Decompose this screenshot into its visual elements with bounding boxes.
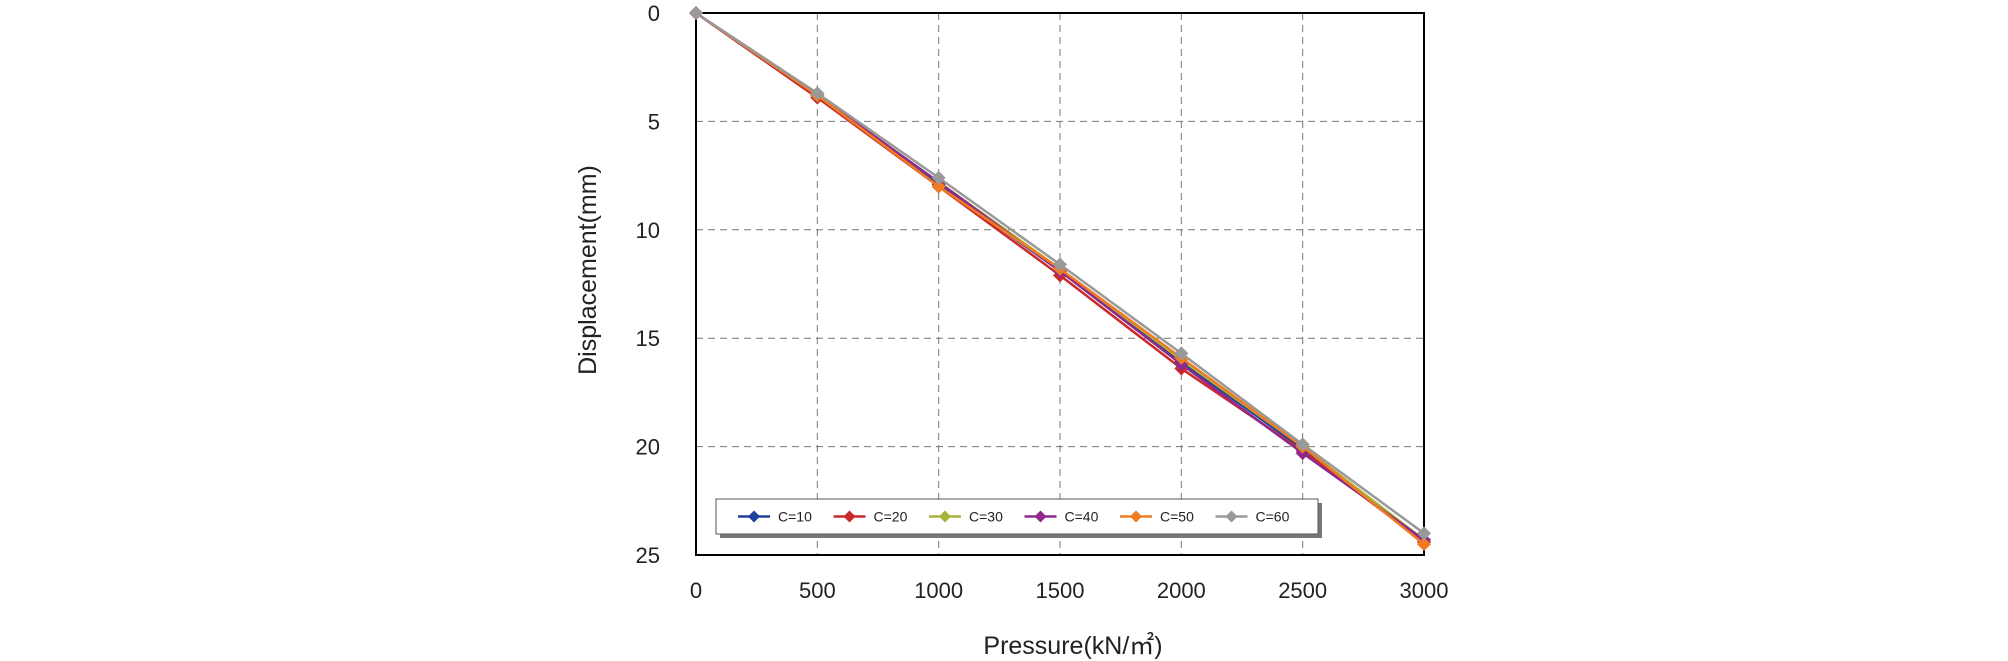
- y-tick-label: 25: [636, 543, 660, 568]
- data-point: [689, 6, 703, 20]
- x-tick-label: 3000: [1400, 578, 1449, 603]
- y-tick-label: 15: [636, 326, 660, 351]
- x-tick-label: 1500: [1036, 578, 1085, 603]
- y-axis-title: Displacement(mm): [574, 165, 602, 375]
- data-point: [1417, 537, 1431, 552]
- legend-item: C=50: [1120, 509, 1194, 525]
- legend-marker: [939, 510, 951, 523]
- legend-label: C=30: [969, 509, 1003, 525]
- x-tick-label: 500: [799, 578, 836, 603]
- legend-marker: [748, 510, 760, 523]
- legend-label: C=60: [1256, 509, 1290, 525]
- x-tick-label: 1000: [914, 578, 963, 603]
- legend-marker: [843, 510, 856, 523]
- legend-label: C=20: [874, 509, 908, 525]
- x-tick-label: 2000: [1157, 578, 1206, 603]
- y-tick-label: 5: [648, 109, 660, 134]
- legend-label: C=10: [778, 509, 812, 525]
- legend-item: C=10: [738, 509, 812, 525]
- series-c-60: [689, 6, 1431, 541]
- plot-frame: [695, 12, 1425, 556]
- data-point: [1295, 437, 1310, 452]
- x-axis-title: Pressure(kN/㎡): [983, 632, 1162, 660]
- series-layer: [689, 6, 1431, 552]
- legend-label: C=50: [1160, 509, 1194, 525]
- data-point: [1174, 346, 1189, 361]
- x-tick-label: 0: [690, 578, 702, 603]
- legend-marker: [1130, 510, 1142, 523]
- data-point: [931, 170, 946, 185]
- legend-item: C=40: [1024, 509, 1099, 525]
- y-tick-label: 20: [636, 435, 660, 460]
- grid: [696, 13, 1424, 555]
- legend-item: C=60: [1215, 509, 1290, 525]
- legend-marker: [1034, 510, 1047, 523]
- legend-item: C=20: [833, 509, 908, 525]
- legend-label: C=40: [1065, 509, 1099, 525]
- data-point: [931, 179, 946, 194]
- y-axis: 0 5 10 15 20 25: [636, 1, 660, 568]
- legend: C=10 C=20 C=30 C=40 C=50 C=60: [715, 498, 1322, 538]
- x-axis: 0 500 1000 1500 2000 2500 3000: [690, 578, 1449, 603]
- legend-marker: [1225, 510, 1238, 523]
- data-point: [810, 86, 825, 101]
- data-point: [1053, 257, 1067, 272]
- legend-items: C=10 C=20 C=30 C=40 C=50 C=60: [738, 509, 1290, 525]
- x-tick-label: 2500: [1278, 578, 1327, 603]
- data-point: [1417, 526, 1431, 541]
- legend-item: C=30: [929, 509, 1003, 525]
- y-tick-label: 0: [648, 1, 660, 26]
- y-tick-label: 10: [636, 218, 660, 243]
